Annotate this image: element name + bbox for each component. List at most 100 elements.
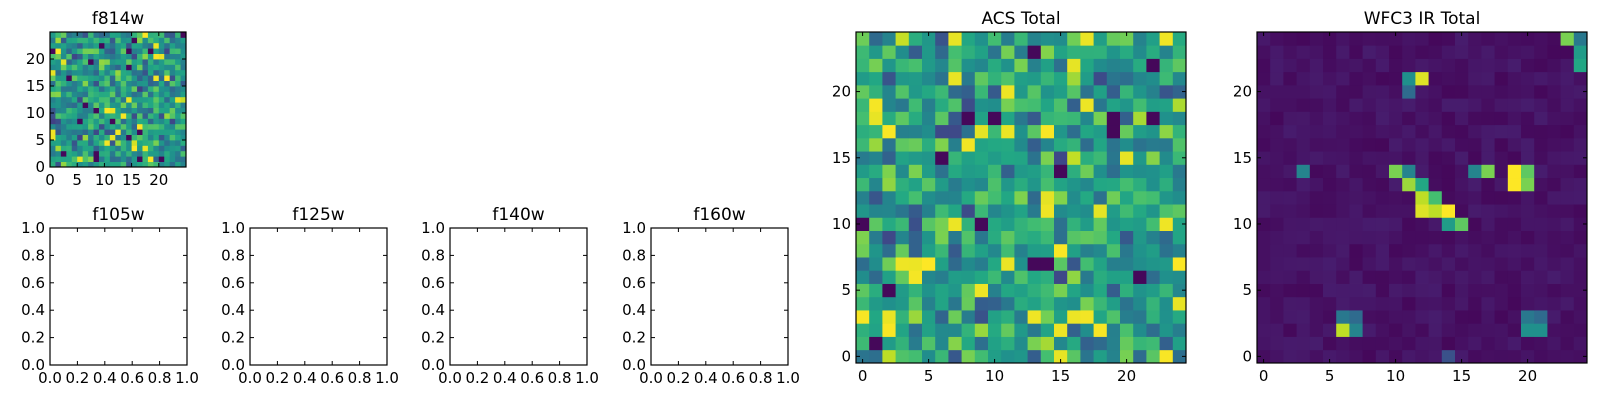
heatmap-cell bbox=[895, 151, 910, 165]
heatmap-cell bbox=[1323, 45, 1337, 59]
heatmap-cell bbox=[935, 177, 949, 192]
heatmap-cell bbox=[180, 118, 187, 125]
heatmap-cell bbox=[882, 270, 896, 284]
heatmap-cell bbox=[1283, 217, 1297, 231]
heatmap-cell bbox=[1349, 71, 1363, 86]
heatmap-cell bbox=[1120, 111, 1134, 126]
heatmap-cell bbox=[169, 96, 176, 103]
heatmap-cell bbox=[1573, 283, 1588, 298]
heatmap-cell bbox=[98, 107, 105, 114]
heatmap-cell bbox=[1468, 230, 1482, 245]
heatmap-cell bbox=[175, 37, 181, 44]
heatmap-cell bbox=[60, 80, 67, 87]
heatmap-cell bbox=[1054, 32, 1068, 46]
heatmap-cell bbox=[1468, 323, 1482, 337]
heatmap-cell bbox=[1323, 58, 1337, 73]
heatmap-cell bbox=[153, 69, 160, 76]
heatmap-cell bbox=[1120, 190, 1134, 205]
heatmap-cell bbox=[988, 98, 1002, 112]
heatmap-cell bbox=[137, 102, 143, 108]
heatmap-cell bbox=[1534, 217, 1548, 231]
heatmap-cell bbox=[131, 64, 138, 71]
heatmap-cell bbox=[895, 84, 910, 99]
heatmap-cell bbox=[1014, 243, 1028, 258]
x-tick-label: 0.6 bbox=[120, 369, 144, 387]
heatmap-cell bbox=[1270, 45, 1284, 59]
heatmap-cell bbox=[104, 156, 111, 162]
heatmap-cell bbox=[1309, 71, 1324, 86]
heatmap-cell bbox=[869, 177, 883, 192]
heatmap-cell bbox=[98, 32, 105, 38]
heatmap-cell bbox=[935, 151, 949, 165]
heatmap-cell bbox=[935, 323, 949, 337]
heatmap-cell bbox=[1309, 204, 1324, 218]
heatmap-cell bbox=[66, 102, 73, 108]
panel-title: ACS Total bbox=[981, 9, 1060, 29]
heatmap-cell bbox=[1106, 323, 1121, 337]
heatmap-cell bbox=[120, 140, 127, 146]
heatmap-cell bbox=[988, 310, 1002, 324]
heatmap-cell bbox=[1146, 204, 1160, 218]
heatmap-cell bbox=[126, 86, 132, 92]
heatmap-cell bbox=[922, 151, 936, 165]
heatmap-cell bbox=[1428, 164, 1443, 179]
heatmap-cell bbox=[1573, 270, 1588, 284]
heatmap-cell bbox=[50, 113, 56, 119]
heatmap-cell bbox=[1336, 45, 1350, 59]
heatmap-cell bbox=[1120, 349, 1134, 364]
heatmap-cell bbox=[1106, 164, 1121, 179]
heatmap-cell bbox=[1067, 323, 1081, 337]
heatmap-cell bbox=[142, 113, 149, 119]
heatmap-cell bbox=[131, 42, 138, 49]
heatmap-cell bbox=[1415, 230, 1429, 245]
heatmap-cell bbox=[66, 129, 73, 135]
heatmap-cell bbox=[1481, 111, 1495, 126]
heatmap-cell bbox=[126, 150, 132, 157]
heatmap-cell bbox=[1389, 84, 1403, 99]
heatmap-cell bbox=[1560, 151, 1575, 165]
heatmap-cell bbox=[882, 45, 896, 59]
heatmap-cell bbox=[147, 91, 154, 98]
heatmap-cell bbox=[158, 42, 165, 49]
heatmap-cell bbox=[1441, 151, 1456, 165]
heatmap-cell bbox=[1375, 137, 1390, 152]
heatmap-cell bbox=[126, 129, 132, 135]
heatmap-cell bbox=[1172, 323, 1187, 337]
heatmap-cell bbox=[55, 53, 62, 60]
heatmap-cell bbox=[1389, 177, 1403, 192]
heatmap-cell bbox=[1547, 58, 1561, 73]
heatmap-cell bbox=[1054, 257, 1068, 271]
heatmap-cell bbox=[71, 123, 78, 130]
x-tick-label: 1.0 bbox=[776, 369, 800, 387]
heatmap-cell bbox=[1547, 45, 1561, 59]
heatmap-cell bbox=[82, 129, 89, 135]
heatmap-cell bbox=[1573, 204, 1588, 218]
heatmap-cell bbox=[1323, 177, 1337, 192]
heatmap-cell bbox=[895, 296, 910, 311]
heatmap-cell bbox=[158, 118, 165, 125]
axes-frame bbox=[1256, 31, 1588, 364]
heatmap-cell bbox=[869, 45, 883, 59]
heatmap-cell bbox=[1080, 283, 1094, 298]
heatmap-cell bbox=[66, 161, 73, 168]
heatmap-cell bbox=[77, 118, 84, 125]
heatmap-cell bbox=[1507, 296, 1522, 311]
heatmap-cell bbox=[1120, 217, 1134, 231]
heatmap-cell bbox=[1560, 296, 1575, 311]
heatmap-cell bbox=[922, 124, 936, 139]
heatmap-cell bbox=[180, 129, 187, 135]
heatmap-cell bbox=[109, 161, 116, 168]
heatmap-cell bbox=[147, 140, 154, 146]
heatmap-cell bbox=[1402, 257, 1416, 271]
heatmap-cell bbox=[856, 84, 870, 99]
heatmap-cell bbox=[164, 123, 171, 130]
x-tick-label: 20 bbox=[1518, 367, 1537, 385]
heatmap-cell bbox=[1309, 270, 1324, 284]
heatmap-cell bbox=[961, 336, 976, 351]
heatmap-cell bbox=[131, 75, 138, 81]
heatmap-cell bbox=[104, 123, 111, 130]
heatmap-cell bbox=[1560, 124, 1575, 139]
heatmap-cell bbox=[115, 107, 122, 114]
heatmap-cell bbox=[1270, 204, 1284, 218]
heatmap-cell bbox=[1133, 137, 1147, 152]
